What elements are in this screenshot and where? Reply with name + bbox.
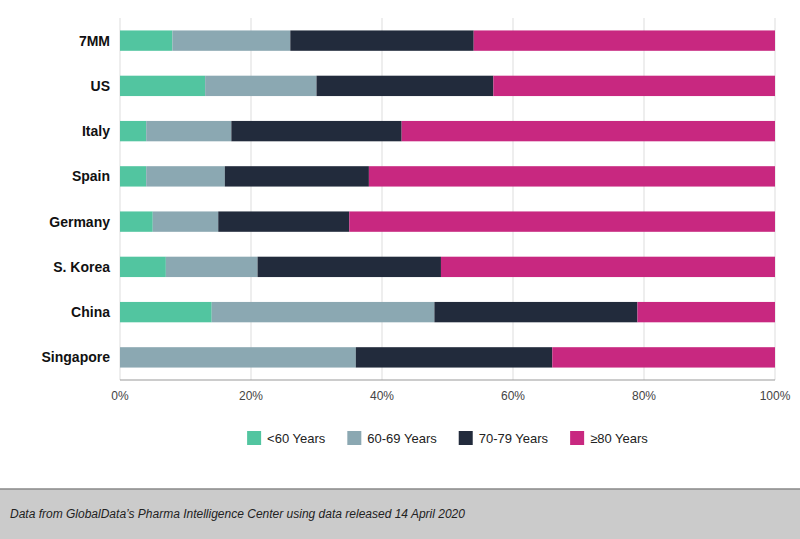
grid-line [251,18,252,380]
chart: 0% 20% 40% 60% 80% 100% 7MM US Italy Spain Germany… [0,0,800,539]
bar-segment [146,121,231,141]
category-label: Singapore [42,349,111,365]
bar-segment [402,121,775,141]
tick-label: 40% [370,389,394,403]
bar-segment [120,30,172,50]
bar-segment [120,121,146,141]
legend-label: <60 Years [267,431,326,446]
legend-label: 60-69 Years [367,431,437,446]
bar-segment [205,76,316,96]
legend-swatch [570,431,584,445]
bar-segment [120,166,146,186]
bar-segment [120,76,205,96]
tick-label: 100% [760,389,791,403]
legend-swatch [247,431,261,445]
legend-swatch [347,431,361,445]
footer-band [0,489,800,539]
page: {"chart_data": {"type": "bar", "orientat… [0,0,800,539]
footer-separator [0,488,800,490]
grid-line [382,18,383,380]
tick-label: 0% [111,389,129,403]
bar-segment [637,302,775,322]
x-axis: 0% 20% 40% 60% 80% 100% [111,389,790,403]
bar-segment [212,302,435,322]
tick-label: 20% [239,389,263,403]
category-label: China [71,304,110,320]
bar-segment [356,347,553,367]
bar-segment [120,257,166,277]
bar-segment [290,30,473,50]
axis-line [120,380,775,381]
bar-segment [120,302,212,322]
legend-label: 70-79 Years [479,431,549,446]
legend-item: ≥80 Years [570,431,648,446]
category-label: 7MM [79,33,110,49]
legend-label: ≥80 Years [590,431,648,446]
tick-label: 60% [501,389,525,403]
bar-segment [349,211,775,231]
category-label: Spain [72,168,110,184]
grid-line [644,18,645,380]
bar-segment [369,166,775,186]
bar-segment [441,257,775,277]
bar-segment [317,76,494,96]
bar-segment [120,211,153,231]
category-label: Germany [49,214,110,230]
grid-line [120,18,121,380]
footer: Data from GlobalData’s Pharma Intelligen… [0,489,800,539]
category-label: Italy [82,123,110,139]
bar-segment [434,302,637,322]
category-label: S. Korea [53,259,110,275]
bar-segment [218,211,349,231]
bar-segment [258,257,441,277]
y-axis: 7MM US Italy Spain Germany S. Korea China Singa… [42,33,111,366]
category-label: US [91,78,110,94]
legend: <60 Years 60-69 Years 70-79 Years ≥80 Years [247,431,648,446]
bar-segment [493,76,775,96]
bar-segment [552,347,775,367]
grid-line [775,18,776,380]
bar-segment [166,257,258,277]
tick-label: 80% [632,389,656,403]
bar-segment [225,166,369,186]
footer-text: Data from GlobalData’s Pharma Intelligen… [10,507,465,521]
grid-line [513,18,514,380]
bar-segment [474,30,775,50]
legend-item: <60 Years [247,431,326,446]
legend-item: 60-69 Years [347,431,437,446]
bar-segment [146,166,225,186]
bar-segment [153,211,219,231]
bar-segment [120,347,356,367]
legend-swatch [459,431,473,445]
grid [120,18,775,380]
legend-item: 70-79 Years [459,431,549,446]
bar-segment [231,121,401,141]
bars [120,30,775,367]
bar-segment [172,30,290,50]
